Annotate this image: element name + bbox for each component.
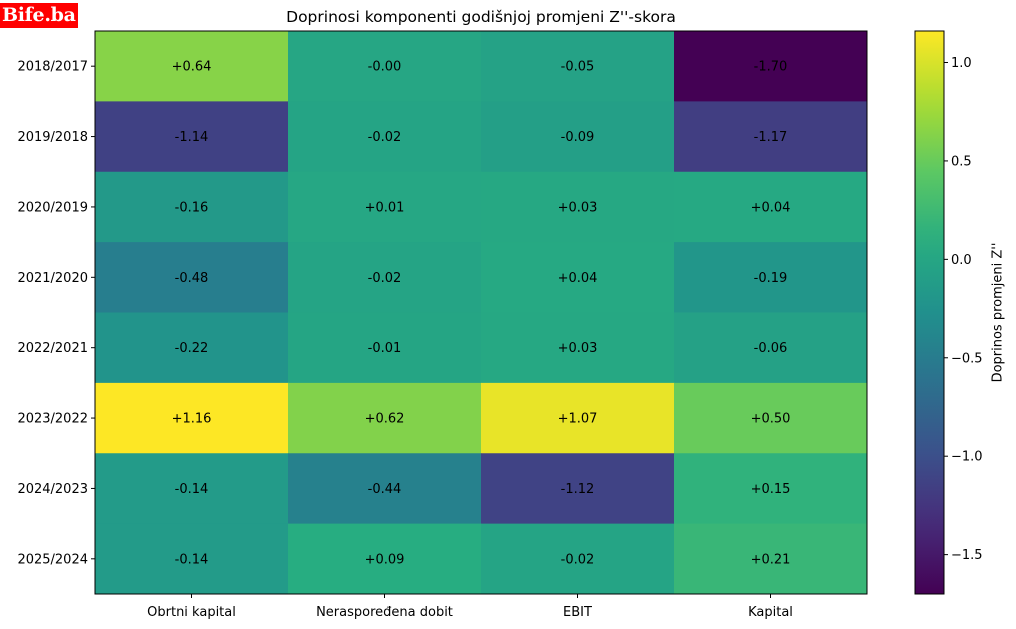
heatmap-cell <box>288 453 482 525</box>
heatmap-cell <box>288 101 482 173</box>
heatmap-cell <box>95 242 289 313</box>
heatmap-cell <box>481 242 675 313</box>
cell-value-label: +1.07 <box>558 412 598 427</box>
colorbar-tick-label: −1.0 <box>951 450 983 465</box>
column-tick-label: Obrtni kapital <box>147 605 236 620</box>
heatmap-cell <box>674 523 868 595</box>
cell-value-label: +0.09 <box>365 552 405 567</box>
row-axis: 2018/2017 2019/2018 2020/2019 2021/2020 2022… <box>17 60 95 567</box>
cell-value-label: +0.21 <box>751 552 791 567</box>
cell-value-label: -0.01 <box>368 341 402 356</box>
column-axis: Obrtni kapital Neraspoređena dobit EBIT Kap… <box>147 594 793 620</box>
heatmap-cell <box>481 171 675 243</box>
heatmap-cell <box>95 31 289 102</box>
colorbar-tick-label: 1.0 <box>951 56 972 71</box>
heatmap-cell <box>288 312 482 384</box>
cell-value-label: -0.44 <box>368 482 402 497</box>
heatmap-cell <box>674 453 868 525</box>
cell-value-label: -1.70 <box>754 60 788 75</box>
site-logo: Bife.ba <box>0 3 78 28</box>
cell-value-label: -0.16 <box>175 200 209 215</box>
cell-value-label: +1.16 <box>172 412 212 427</box>
heatmap-cell <box>288 523 482 595</box>
cell-value-label: +0.03 <box>558 200 598 215</box>
heatmap-cell <box>674 31 868 102</box>
plot-frame <box>94 30 868 595</box>
row-tick-label: 2021/2020 <box>17 271 88 286</box>
heatmap-cell <box>95 171 289 243</box>
cell-value-label: +0.03 <box>558 341 598 356</box>
heatmap-cell <box>95 382 289 454</box>
heatmap-cell <box>674 171 868 243</box>
colorbar-tick-label: 0.0 <box>951 253 972 268</box>
heatmap-cell <box>481 523 675 595</box>
colorbar-tick-label: −1.5 <box>951 548 983 563</box>
heatmap-cell <box>288 31 482 102</box>
row-tick-label: 2020/2019 <box>17 200 88 215</box>
heatmap-cell <box>481 453 675 525</box>
heatmap-cell <box>95 453 289 525</box>
cell-value-label: -1.14 <box>175 130 209 145</box>
cell-value-label: -0.48 <box>175 271 209 286</box>
cell-value-label: +0.64 <box>172 60 212 75</box>
heatmap-cell <box>481 31 675 102</box>
row-tick-label: 2018/2017 <box>17 60 88 75</box>
cell-value-label: -0.09 <box>561 130 595 145</box>
cell-value-label: -0.14 <box>175 552 209 567</box>
heatmap-cell <box>288 242 482 313</box>
column-tick-label: Kapital <box>748 605 793 620</box>
cell-value-label: +0.04 <box>558 271 598 286</box>
row-tick-label: 2022/2021 <box>17 341 88 356</box>
row-tick-label: 2024/2023 <box>17 482 88 497</box>
heatmap-cell <box>481 312 675 384</box>
row-tick-label: 2019/2018 <box>17 130 88 145</box>
colorbar-tick-label: −0.5 <box>951 351 983 366</box>
colorbar-label: Doprinos promjeni Z'' <box>990 242 1006 383</box>
cell-value-label: +0.01 <box>365 200 405 215</box>
heatmap-cell <box>481 382 675 454</box>
cell-value-label: -0.00 <box>368 60 402 75</box>
cell-value-label: +0.15 <box>751 482 791 497</box>
cell-value-label: -0.02 <box>368 271 402 286</box>
cell-value-label: +0.62 <box>365 412 405 427</box>
chart-title: Doprinosi komponenti godišnjoj promjeni … <box>286 8 676 26</box>
cell-value-label: +0.50 <box>751 412 791 427</box>
heatmap-cell-labels: +0.64 -0.00 -0.05 -1.70 -1.14 -0.02 -0.09 -1.17… <box>172 60 791 568</box>
cell-value-label: -0.19 <box>754 271 788 286</box>
column-tick-label: EBIT <box>563 605 592 620</box>
cell-value-label: -1.12 <box>561 482 595 497</box>
cell-value-label: -0.02 <box>368 130 402 145</box>
cell-value-label: -0.06 <box>754 341 788 356</box>
heatmap-cell <box>95 523 289 595</box>
row-tick-label: 2025/2024 <box>17 552 88 567</box>
cell-value-label: -0.05 <box>561 60 595 75</box>
heatmap-cell <box>674 382 868 454</box>
heatmap-cell <box>288 382 482 454</box>
cell-value-label: -0.02 <box>561 552 595 567</box>
cell-value-label: +0.04 <box>751 200 791 215</box>
heatmap-cell <box>288 171 482 243</box>
row-tick-label: 2023/2022 <box>17 412 88 427</box>
heatmap-cell <box>95 312 289 384</box>
cell-value-label: -0.22 <box>175 341 209 356</box>
heatmap-cell <box>481 101 675 173</box>
heatmap-cell <box>674 101 868 173</box>
colorbar-axis: 1.0 0.5 0.0 −0.5 −1.0 −1.5 <box>944 56 983 563</box>
heatmap-cell <box>674 242 868 313</box>
heatmap-cell <box>674 312 868 384</box>
colorbar <box>914 30 945 595</box>
column-tick-label: Neraspoređena dobit <box>316 605 453 620</box>
heatmap-cell <box>95 101 289 173</box>
cell-value-label: -0.14 <box>175 482 209 497</box>
colorbar-tick-label: 0.5 <box>951 154 972 169</box>
cell-value-label: -1.17 <box>754 130 788 145</box>
heatmap-cells <box>95 31 868 595</box>
